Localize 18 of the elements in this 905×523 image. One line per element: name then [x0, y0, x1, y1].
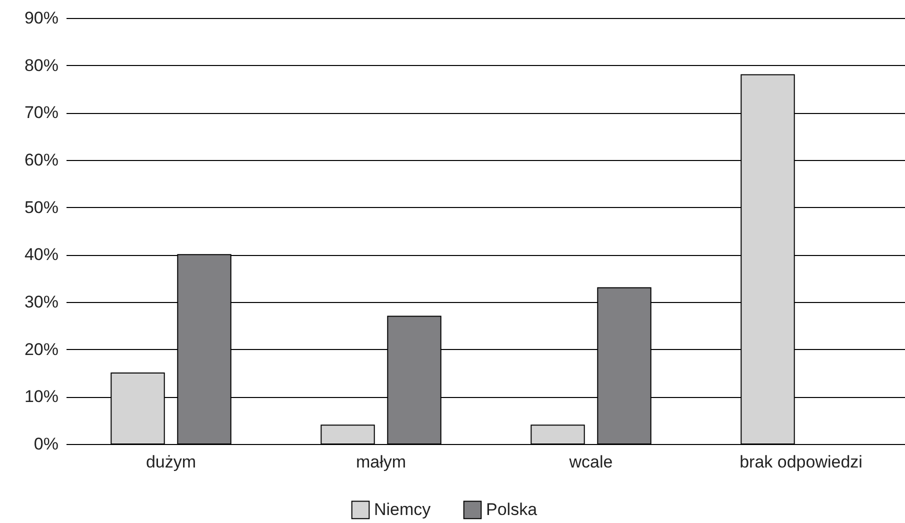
legend-label: Polska [486, 500, 538, 519]
y-tick-label: 20% [24, 340, 58, 359]
x-tick-label: wcale [568, 452, 613, 472]
y-tick-label: 0% [34, 434, 58, 454]
y-tick-label: 90% [24, 8, 58, 28]
x-tick-label: małym [356, 452, 406, 472]
bar [530, 424, 585, 444]
y-tick-label: 80% [24, 56, 58, 75]
x-tick-label: brak odpowiedzi [740, 452, 862, 472]
bar [320, 424, 375, 444]
legend-label: Niemcy [374, 500, 432, 519]
y-tick-label: 30% [24, 292, 58, 312]
x-tick-label: dużym [146, 452, 196, 472]
y-tick-label: 10% [24, 387, 58, 406]
y-tick-label: 70% [24, 103, 58, 122]
y-tick-label: 60% [24, 150, 58, 170]
y-tick-label: 40% [24, 245, 58, 264]
y-tick-label: 50% [24, 198, 58, 217]
